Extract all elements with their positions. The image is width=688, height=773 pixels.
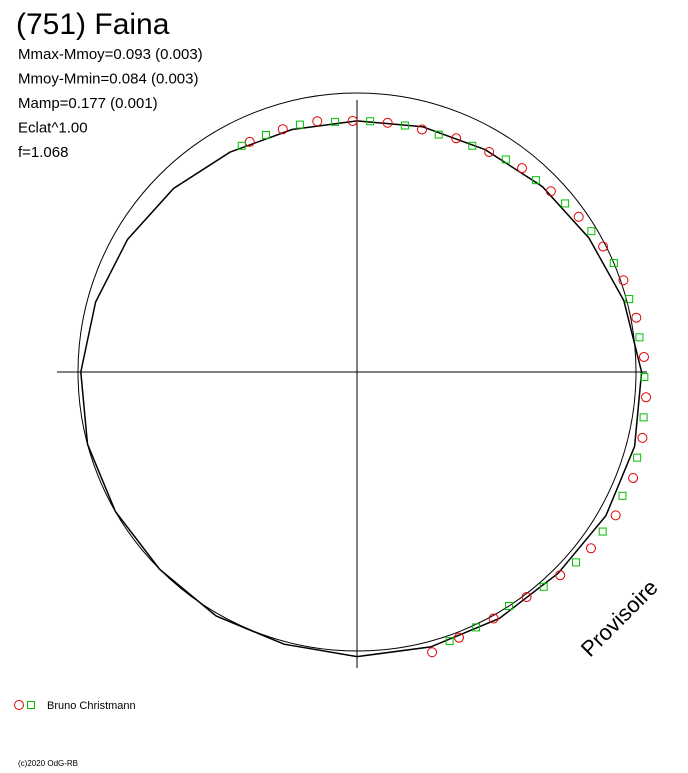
- data-point: [628, 472, 639, 483]
- reference-circle: [77, 92, 637, 652]
- annotation: f=1.068: [18, 144, 68, 161]
- data-point: [640, 373, 649, 382]
- data-point: [484, 146, 495, 157]
- data-point: [561, 199, 570, 208]
- data-point: [366, 117, 375, 126]
- data-point: [638, 351, 649, 362]
- data-point: [545, 186, 556, 197]
- data-point: [635, 333, 644, 342]
- data-point: [382, 117, 393, 128]
- annotation: Mmoy-Mmin=0.084 (0.003): [18, 71, 198, 88]
- footer: (c)2020 OdG-RB: [18, 759, 78, 768]
- legend-label: Bruno Christmann: [47, 700, 136, 712]
- data-point: [501, 155, 510, 164]
- data-point: [598, 241, 609, 252]
- data-point: [631, 312, 642, 323]
- data-point: [453, 632, 464, 643]
- data-point: [295, 120, 304, 129]
- annotation: Mamp=0.177 (0.001): [18, 95, 158, 112]
- data-point: [609, 258, 618, 267]
- data-point: [427, 647, 438, 658]
- data-point: [531, 176, 540, 185]
- data-point: [625, 295, 634, 304]
- data-point: [610, 510, 621, 521]
- data-point: [573, 211, 584, 222]
- data-point: [262, 130, 271, 139]
- chart-title: (751) Faina: [16, 8, 170, 41]
- data-point: [641, 392, 652, 403]
- annotation: Eclat^1.00: [18, 120, 88, 137]
- data-point: [618, 491, 627, 500]
- data-point: [488, 613, 499, 624]
- data-point: [331, 117, 340, 126]
- data-point: [637, 432, 648, 443]
- data-point: [504, 601, 513, 610]
- data-point: [445, 637, 454, 646]
- data-point: [277, 124, 288, 135]
- data-point: [416, 124, 427, 135]
- annotation: Mmax-Mmoy=0.093 (0.003): [18, 46, 203, 63]
- data-point: [555, 570, 566, 581]
- data-point: [312, 116, 323, 127]
- data-point: [639, 413, 648, 422]
- legend-marker: [27, 701, 35, 709]
- data-point: [472, 623, 481, 632]
- data-point: [517, 163, 528, 174]
- data-point: [521, 592, 532, 603]
- data-point: [598, 527, 607, 536]
- data-point: [400, 121, 409, 130]
- data-point: [539, 582, 548, 591]
- data-point: [571, 558, 580, 567]
- data-point: [347, 115, 358, 126]
- data-point: [434, 130, 443, 139]
- data-point: [618, 275, 629, 286]
- data-point: [237, 141, 246, 150]
- data-point: [633, 453, 642, 462]
- data-point: [451, 133, 462, 144]
- legend-marker: [14, 700, 24, 710]
- data-point: [587, 227, 596, 236]
- data-point: [468, 141, 477, 150]
- data-point: [585, 543, 596, 554]
